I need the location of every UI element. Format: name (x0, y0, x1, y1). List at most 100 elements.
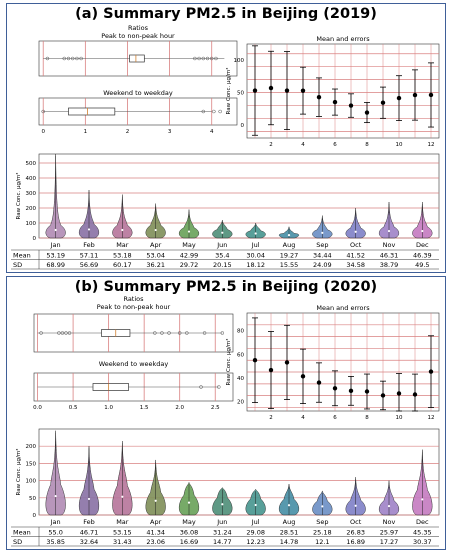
table-sd-value: 12.23 (246, 538, 265, 546)
mean-point (284, 360, 290, 365)
month-label: Apr (150, 518, 162, 526)
box-outlier (199, 385, 203, 389)
mean-errors-axes-frame (246, 43, 440, 139)
mean-errors-xtick-label: 10 (396, 142, 403, 148)
violin-median-dot (287, 234, 291, 237)
table-sd-value: 23.06 (146, 538, 165, 546)
table-sd-value: 24.09 (313, 261, 332, 269)
box-outlier (62, 56, 67, 61)
box-outlier (160, 331, 164, 335)
table-sd-value: 16.89 (346, 538, 365, 546)
mean-errors-ytick-label: 50 (237, 91, 244, 97)
mean-errors-title: Mean and errors (316, 304, 370, 312)
violin-median-dot (221, 231, 224, 234)
table-mean-value: 53.19 (46, 252, 65, 260)
violin-median-dot (254, 232, 257, 235)
table-sd-value: 17.27 (380, 538, 399, 546)
box-outlier (220, 331, 225, 335)
box-outlier (185, 331, 189, 335)
violin-median-dot (421, 229, 424, 233)
table-mean-value: 55.0 (48, 529, 62, 537)
table-mean-value: 31.24 (213, 529, 232, 537)
month-label: Nov (383, 241, 396, 249)
table-mean-value: 41.34 (146, 529, 165, 537)
violin-ytick-label: 100 (26, 479, 37, 485)
month-label: Dec (416, 518, 429, 526)
month-label: Aug (283, 518, 296, 526)
ratios-tick-label: 2.0 (175, 405, 184, 411)
month-label: Nov (383, 518, 396, 526)
mean-point (268, 85, 274, 91)
table-mean-value: 46.39 (413, 252, 432, 260)
box-outlier (201, 56, 206, 61)
violin-median-dot (254, 503, 257, 507)
ratios-subplot-label: Peak to non-peak hour (97, 303, 171, 311)
month-label: Aug (283, 241, 296, 249)
violin-ytick-label: 50 (29, 496, 36, 502)
panel-title: (a) Summary PM2.5 in Beijing (2019) (75, 6, 377, 22)
violin-median-dot (54, 494, 57, 498)
mean-point (252, 88, 258, 93)
violin-median-dot (187, 230, 191, 233)
table-mean-value: 57.11 (80, 252, 99, 260)
mean-point (316, 94, 322, 100)
table-mean-value: 26.83 (346, 529, 365, 537)
violin-median-dot (354, 504, 357, 507)
violin-median-dot (121, 495, 124, 498)
mean-point (428, 92, 434, 98)
violin-median-dot (87, 497, 91, 501)
violin-median-dot (54, 228, 57, 232)
ratios-tick-label: 1.5 (140, 405, 149, 411)
ratios-tick-label: 1 (84, 129, 88, 135)
box-outlier (177, 331, 182, 335)
box-outlier (214, 56, 218, 61)
month-label: Feb (83, 518, 95, 526)
mean-errors-ylabel: Raw Conc. μg/m³ (225, 339, 232, 386)
violin-median-dot (154, 499, 157, 502)
box-outlier (193, 56, 197, 61)
mean-point (332, 386, 338, 391)
mean-errors-ytick-label: 80 (237, 329, 244, 335)
violin-median-dot (121, 228, 124, 232)
table-sd-value: 18.12 (246, 261, 265, 269)
violin-ytick-label: 300 (26, 191, 37, 197)
box-outlier (167, 331, 171, 335)
table-mean-label: Mean (13, 529, 31, 537)
month-label: Sep (316, 241, 328, 249)
table-sd-value: 30.37 (413, 538, 432, 546)
mean-errors-ytick-label: 40 (237, 376, 244, 382)
month-label: Mar (116, 241, 129, 249)
mean-errors-xtick-label: 6 (333, 142, 337, 148)
violin-ytick-label: 150 (26, 461, 37, 467)
mean-point (268, 367, 274, 373)
violin-median-dot (354, 230, 357, 233)
ratios-tick-label: 0.5 (69, 405, 78, 411)
ratios-tick-label: 3 (168, 129, 172, 135)
mean-errors-xtick-label: 6 (333, 415, 337, 421)
table-mean-value: 46.31 (380, 252, 399, 260)
violin-median-dot (321, 231, 324, 234)
mean-point (412, 92, 418, 98)
table-sd-value: 49.5 (415, 261, 429, 269)
violin-median-dot (154, 228, 157, 232)
mean-point (380, 100, 386, 105)
box-iqr (92, 383, 129, 391)
table-sd-value: 12.1 (315, 538, 329, 546)
box-outlier (75, 56, 79, 61)
violin-ytick-label: 0 (33, 236, 37, 242)
mean-point (364, 389, 370, 394)
table-sd-value: 20.15 (213, 261, 232, 269)
mean-point (284, 88, 290, 93)
box-outlier (79, 56, 83, 61)
table-sd-value: 14.78 (280, 538, 299, 546)
box-outlier (66, 56, 71, 61)
violin-median-dot (287, 504, 291, 507)
month-label: Dec (416, 241, 429, 249)
table-sd-label: SD (13, 538, 22, 546)
box-outlier (41, 109, 45, 114)
mean-errors-xtick-label: 12 (428, 142, 435, 148)
box-outlier (64, 331, 68, 335)
box-outlier (67, 331, 72, 335)
